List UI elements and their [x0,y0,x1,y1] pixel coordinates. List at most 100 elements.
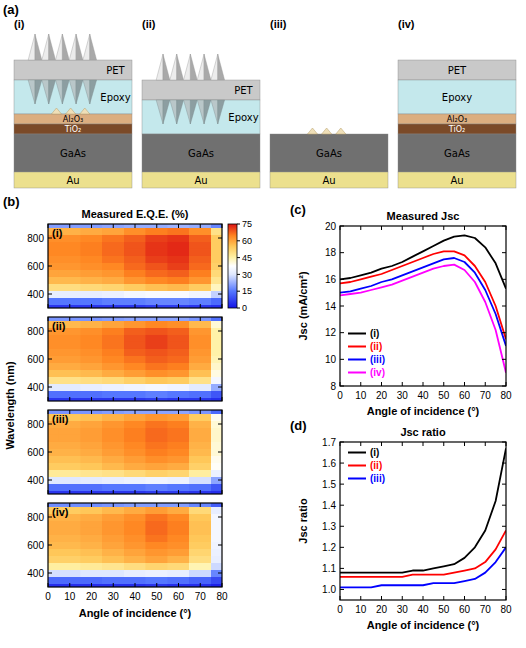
heatmap-cell [168,435,190,442]
cone [156,100,163,124]
heatmap-cell [189,435,211,442]
heatmap-cell [124,463,146,470]
heatmap-cell [211,456,222,463]
heatmap-cell [146,428,168,435]
heatmap-cell [189,528,211,535]
heatmap-cell [146,442,168,449]
heatmap-cell [124,570,146,577]
y-tick-label: 1.6 [322,458,336,469]
y-tick-label: 600 [27,261,44,272]
heatmap-cell [102,435,124,442]
y-tick [218,266,222,267]
cone [76,34,83,60]
x-tick-label: 60 [173,591,185,602]
heatmap-cell [189,391,211,398]
x-tick [135,410,136,414]
x-tick [423,382,424,386]
y-tick [340,463,344,464]
colorbar-tick-label: 0 [242,303,247,313]
heatmap-cell [81,528,103,535]
heatmap-cell [102,514,124,521]
cone [204,100,211,124]
x-tick-label: 40 [129,591,141,602]
heatmap-cell [102,228,124,235]
y-tick-label: 800 [27,326,44,337]
x-tick [464,382,465,386]
heatmap-cell [102,356,124,363]
heatmap-cell [59,263,81,270]
heatmap-cell [48,256,59,263]
heatmap-cell [48,249,59,256]
layer-label: Epoxy [100,92,130,103]
heatmap-cell [146,284,168,291]
nanostructure [307,128,317,134]
heatmap-cells [48,503,222,587]
heatmap-cell [48,298,59,305]
colorbar-tick [237,291,240,292]
heatmap-cell [168,235,190,242]
legend-swatch [348,333,366,335]
heatmap-cell [168,507,190,514]
heatmap-cell [59,391,81,398]
heatmap-cell [189,470,211,477]
heatmap-cells [48,224,222,308]
heatmap-cell [124,521,146,528]
heatmap-cell [168,514,190,521]
heatmap-cell [59,556,81,563]
heatmap-cell [189,284,211,291]
x-tick-label: 70 [480,390,492,401]
heatmap-cell [211,377,222,384]
x-tick [91,503,92,507]
heatmap-cell [124,291,146,298]
heatmap-cell [168,428,190,435]
x-tick [200,317,201,321]
heatmap-cell [102,563,124,570]
heatmap-cell [48,528,59,535]
x-tick [113,304,114,308]
heatmap-cell [211,507,222,514]
heatmap-cell [48,270,59,277]
layer [270,134,388,172]
heatmap-cell [168,291,190,298]
heatmap-cell [146,277,168,284]
heatmap-cell [189,298,211,305]
heatmap-cell [168,384,190,391]
x-axis-title: Angle of incidence (°) [367,405,480,417]
layer-label: GaAs [60,148,86,159]
heatmap-cell [48,291,59,298]
heatmap-cell [102,370,124,377]
cone [42,80,49,104]
colorbar-tick [237,274,240,275]
y-tick [502,568,506,569]
heatmap-cell [81,356,103,363]
heatmap-cell [189,456,211,463]
heatmap-cell [168,535,190,542]
heatmap-cell [189,256,211,263]
heatmap-cell [48,470,59,477]
heatmap-cell [102,528,124,535]
heatmap-cell [81,384,103,391]
heatmap-cell [189,242,211,249]
heatmap-cell [189,570,211,577]
x-tick-label: 0 [337,390,343,401]
cone [83,80,90,104]
heatmap-cell [211,570,222,577]
heatmap-cell [189,342,211,349]
x-tick-label: 50 [438,390,450,401]
heatmap-cell [211,549,222,556]
cone [177,100,184,124]
device-stack: PETEpoxyGaAsAu(ii) [142,18,260,188]
heatmap-cell [102,456,124,463]
x-tick-label: 70 [480,604,492,615]
series-group [340,448,506,587]
heatmap-cell [102,270,124,277]
heatmap-cell [48,449,59,456]
heatmap-cell [59,549,81,556]
heatmap-cell [146,477,168,484]
x-tick [135,503,136,507]
heatmap-cell [48,456,59,463]
heatmap-cell [124,435,146,442]
device-stack: GaAsAu(iii) [270,18,388,188]
layer-label: GaAs [444,148,470,159]
heatmap-cell [59,377,81,384]
